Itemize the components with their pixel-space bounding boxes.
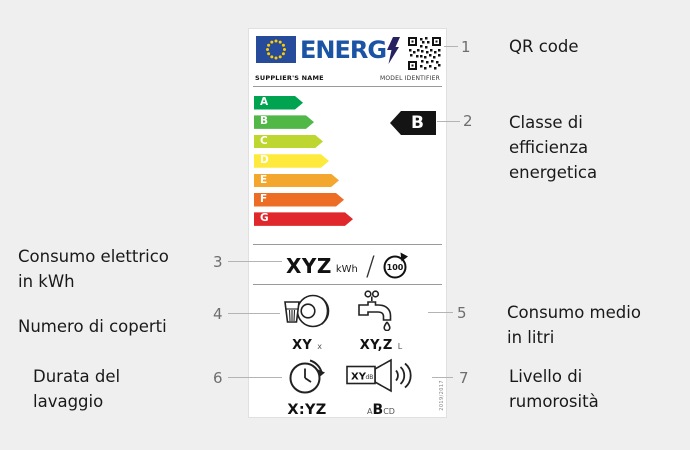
callout-text-line: in litri (507, 328, 555, 347)
noise-class-value: ABCD (347, 399, 415, 418)
class-arrow-letter: A (260, 96, 269, 108)
header-divider (253, 86, 442, 87)
place-settings-value: XY x (275, 334, 339, 353)
noise-level-icon: XY dB (346, 358, 412, 393)
callout-text-line: energetica (509, 163, 598, 182)
energy-logo: ENERG (300, 36, 401, 64)
supplier-name: SUPPLIER'S NAME (255, 74, 324, 82)
class-arrow-e: E (254, 174, 339, 188)
place-settings-number: XY (292, 338, 313, 353)
regulation-number: 2019/2017 (439, 380, 445, 411)
callout-line-7 (432, 377, 453, 378)
class-arrow-letter: C (260, 134, 268, 147)
class-arrow-f: F (254, 193, 344, 207)
noise-class-suffix: CD (383, 407, 395, 416)
class-arrow-letter: G (260, 212, 269, 225)
water-number: XY,Z (359, 338, 393, 353)
callout-line-2 (437, 121, 460, 122)
callout-label-place-settings: Numero di coperti (18, 314, 167, 339)
class-arrow-letter: D (260, 154, 269, 167)
class-arrow-letter: F (260, 193, 268, 205)
callout-label-wash-duration: Durata del lavaggio (33, 364, 120, 414)
callout-text-line: Durata del (33, 367, 121, 386)
callout-text-line: Classe di (509, 113, 583, 132)
class-arrow-g: G (254, 212, 353, 226)
eu-flag-icon (256, 36, 296, 63)
callout-text-line: QR code (509, 37, 579, 56)
qr-code (408, 37, 441, 70)
callout-label-water-consumption: Consumo medio in litri (507, 300, 641, 350)
callout-text-line: rumorosità (509, 392, 599, 411)
water-consumption-value: XY,Z L (347, 334, 415, 353)
class-arrow-a: A (254, 96, 303, 110)
callout-number-7: 7 (459, 369, 469, 387)
callout-number-3: 3 (213, 253, 223, 271)
class-arrow-b: B (254, 115, 314, 129)
class-arrow-c: C (254, 135, 323, 149)
callout-label-qr-code: QR code (509, 34, 579, 59)
section-divider-bottom (253, 284, 442, 285)
per-100-cycles-icon: 100 (383, 252, 409, 279)
water-tap-icon (358, 290, 392, 331)
callout-number-1: 1 (461, 38, 471, 56)
callout-line-3 (228, 261, 282, 262)
duration-clock-icon (289, 359, 325, 394)
place-settings-icon (284, 294, 330, 328)
class-arrow-d: D (254, 154, 329, 168)
callout-text-line: Livello di (509, 367, 583, 386)
noise-box-unit: dB (366, 374, 374, 381)
callout-text-line: lavaggio (33, 392, 104, 411)
callout-text-line: Consumo elettrico (18, 247, 169, 266)
callout-label-noise-level: Livello di rumorosità (509, 364, 599, 414)
callout-number-5: 5 (457, 304, 467, 322)
rating-arrow: B (390, 111, 436, 135)
duration-value: X:YZ (275, 399, 339, 418)
callout-label-energy-class: Classe di efficienza energetica (509, 110, 597, 185)
water-unit: L (397, 342, 403, 351)
duration-number: X:YZ (287, 402, 327, 418)
callout-label-electric-consumption: Consumo elettrico in kWh (18, 244, 169, 294)
model-identifier: MODEL IDENTIFIER (379, 75, 440, 82)
callout-text-line: efficienza (509, 138, 589, 157)
energy-consumption-row: XYZ kWh / 100 (249, 249, 446, 283)
callout-line-1 (444, 46, 458, 47)
callout-number-6: 6 (213, 369, 223, 387)
supplier-model-row: SUPPLIER'S NAME MODEL IDENTIFIER (255, 74, 440, 82)
noise-class-prefix: A (367, 407, 373, 416)
section-divider-top (253, 244, 442, 245)
noise-class-letter: B (372, 402, 384, 418)
energy-logo-text: ENERG (300, 36, 387, 64)
callout-text-line: Consumo medio (507, 303, 641, 322)
cycle-count-text: 100 (387, 263, 404, 272)
callout-line-5 (428, 312, 453, 313)
callout-line-4 (228, 313, 280, 314)
class-arrow-letter: B (260, 115, 269, 128)
per-slash: / (365, 250, 376, 282)
energy-unit: kWh (335, 264, 358, 275)
callout-number-2: 2 (463, 112, 473, 130)
callout-text-line: in kWh (18, 272, 75, 291)
place-settings-unit: x (317, 342, 322, 351)
callout-number-4: 4 (213, 305, 223, 323)
noise-box-value: XY (351, 372, 367, 383)
energy-label-card: ENERG (248, 28, 447, 418)
callout-line-6 (228, 377, 282, 378)
lightning-bolt-icon (387, 37, 401, 64)
class-arrow-letter: E (260, 173, 268, 186)
energy-value: XYZ (285, 254, 332, 278)
callout-text-line: Numero di coperti (18, 317, 167, 336)
